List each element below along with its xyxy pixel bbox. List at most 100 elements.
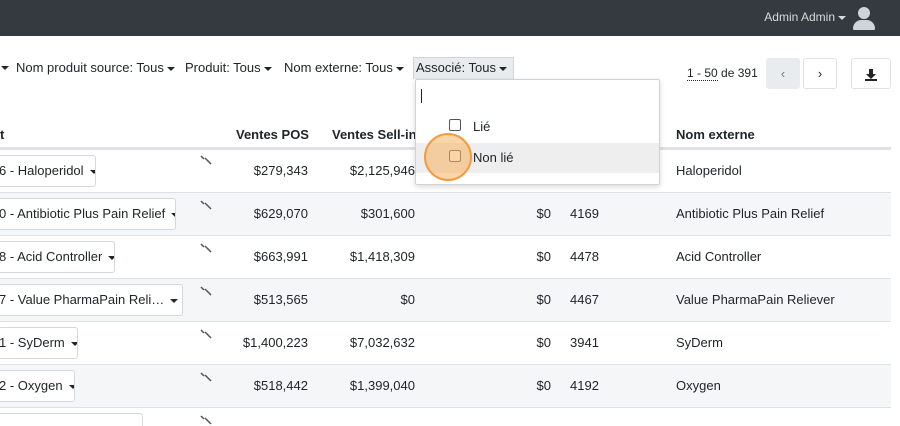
link-icon[interactable] — [199, 152, 213, 166]
filter-associated[interactable]: Associé: Tous — [413, 57, 514, 79]
sellin-sales-value: $1,418,309 — [349, 249, 415, 264]
code-value: 4169 — [570, 206, 599, 221]
amount-value: $0 — [536, 292, 551, 307]
product-select-label: 7 - Value PharmaPain Reli… — [0, 292, 165, 307]
chevron-right-icon: › — [817, 66, 823, 81]
table-row: 8 - Acid Controller $663,991 $1,418,309 … — [0, 235, 891, 278]
checkbox-not-linked[interactable] — [449, 150, 461, 162]
download-button[interactable] — [851, 58, 891, 89]
product-select[interactable] — [0, 413, 143, 426]
code-value: 3941 — [570, 335, 599, 350]
external-name-value: Oxygen — [676, 378, 721, 393]
filter-source-product[interactable]: Nom produit source: Tous — [16, 60, 175, 75]
chevron-down-icon — [166, 66, 175, 71]
associated-filter-dropdown: Lié Non lié — [415, 79, 660, 185]
amount-value: $0 — [536, 249, 551, 264]
product-select[interactable]: 2 - Oxygen — [0, 370, 75, 402]
filter-external-name-label: Nom externe: Tous — [284, 60, 393, 75]
table-row — [0, 407, 891, 426]
pagination-info: 1 - 50 de 391 — [687, 66, 758, 81]
chevron-down-icon — [170, 298, 179, 303]
product-select-label: 2 - Oxygen — [0, 378, 63, 393]
download-icon — [865, 68, 877, 81]
sellin-sales-value: $301,600 — [360, 206, 415, 221]
option-linked-label: Lié — [473, 119, 491, 134]
chevron-down-icon — [70, 341, 77, 346]
product-select-label: 0 - Antibiotic Plus Pain Relief — [0, 206, 166, 221]
dropdown-search-input[interactable] — [420, 88, 650, 108]
external-name-value: Acid Controller — [676, 249, 762, 264]
code-value: 4192 — [570, 378, 599, 393]
external-name-value: SyDerm — [676, 335, 723, 350]
link-icon[interactable] — [199, 326, 213, 340]
chevron-down-icon — [838, 15, 846, 20]
option-not-linked-label: Non lié — [473, 150, 514, 165]
filter-associated-label: Associé: Tous — [416, 60, 496, 75]
column-pos-sales[interactable]: Ventes POS — [236, 127, 309, 142]
pagination-range[interactable]: 1 - 50 — [687, 66, 718, 81]
pos-sales-value: $279,343 — [253, 163, 308, 178]
pos-sales-value: $513,565 — [253, 292, 308, 307]
chevron-left-icon: ‹ — [780, 66, 786, 81]
chevron-down-icon — [498, 66, 507, 71]
sellin-sales-value: $1,399,040 — [349, 378, 415, 393]
amount-value: $0 — [536, 206, 551, 221]
external-name-value: Value PharmaPain Reliever — [676, 292, 835, 307]
column-product[interactable]: t — [0, 127, 5, 142]
external-name-value: Haloperidol — [676, 163, 742, 178]
pos-sales-value: $663,991 — [253, 249, 308, 264]
filter-product[interactable]: Produit: Tous — [185, 60, 272, 75]
product-select-label: 1 - SyDerm — [0, 335, 65, 350]
external-name-value: Antibiotic Plus Pain Relief — [676, 206, 825, 221]
product-select-label: 6 - Haloperidol — [0, 163, 84, 178]
user-menu-toggle[interactable]: Admin Admin — [764, 10, 846, 24]
filter-external-name[interactable]: Nom externe: Tous — [284, 60, 404, 75]
sellin-sales-value: $2,125,946 — [349, 163, 415, 178]
table-row: 1 - SyDerm $1,400,223 $7,032,632 $0 3941… — [0, 321, 891, 364]
amount-value: $0 — [536, 335, 551, 350]
product-select[interactable]: 7 - Value PharmaPain Reli… — [0, 284, 183, 316]
product-select[interactable]: 0 - Antibiotic Plus Pain Relief — [0, 198, 176, 230]
option-not-linked[interactable]: Non lié — [416, 143, 659, 173]
link-icon[interactable] — [199, 369, 213, 383]
code-value: 4467 — [570, 292, 599, 307]
table-row: 0 - Antibiotic Plus Pain Relief $629,070… — [0, 192, 891, 235]
pos-sales-value: $629,070 — [253, 206, 308, 221]
pagination-total: 391 — [737, 66, 758, 80]
product-select[interactable]: 6 - Haloperidol — [0, 155, 96, 187]
pos-sales-value: $518,442 — [253, 378, 308, 393]
filter-product-label: Produit: Tous — [185, 60, 261, 75]
checkbox-linked[interactable] — [449, 119, 461, 131]
chevron-down-icon — [108, 255, 114, 260]
chevron-down-icon[interactable] — [1, 66, 9, 70]
top-navbar: Admin Admin — [0, 0, 900, 36]
code-value: 4478 — [570, 249, 599, 264]
link-icon[interactable] — [199, 412, 213, 426]
chevron-down-icon — [171, 212, 175, 217]
user-name: Admin Admin — [764, 10, 835, 24]
table-row: 2 - Oxygen $518,442 $1,399,040 $0 4192 O… — [0, 364, 891, 407]
next-page-button[interactable]: › — [803, 58, 837, 89]
text-cursor — [421, 89, 422, 103]
table-row: 7 - Value PharmaPain Reli… $513,565 $0 $… — [0, 278, 891, 321]
amount-value: $0 — [536, 378, 551, 393]
pagination-of: de — [721, 66, 735, 80]
pos-sales-value: $1,400,223 — [242, 335, 308, 350]
chevron-down-icon — [263, 66, 272, 71]
user-icon[interactable] — [853, 6, 875, 30]
product-select[interactable]: 8 - Acid Controller — [0, 241, 115, 273]
column-sellin-sales[interactable]: Ventes Sell-in — [332, 127, 417, 142]
sellin-sales-value: $0 — [400, 292, 415, 307]
chevron-down-icon — [395, 66, 404, 71]
product-select[interactable]: 1 - SyDerm — [0, 327, 78, 359]
link-icon[interactable] — [199, 197, 213, 211]
product-select-label: 8 - Acid Controller — [0, 249, 103, 264]
filter-source-product-label: Nom produit source: Tous — [16, 60, 164, 75]
sellin-sales-value: $7,032,632 — [349, 335, 415, 350]
chevron-down-icon — [89, 169, 95, 174]
column-external-name[interactable]: Nom externe — [676, 127, 755, 142]
previous-page-button[interactable]: ‹ — [766, 58, 800, 89]
link-icon[interactable] — [199, 283, 213, 297]
option-linked[interactable]: Lié — [416, 112, 659, 142]
link-icon[interactable] — [199, 240, 213, 254]
